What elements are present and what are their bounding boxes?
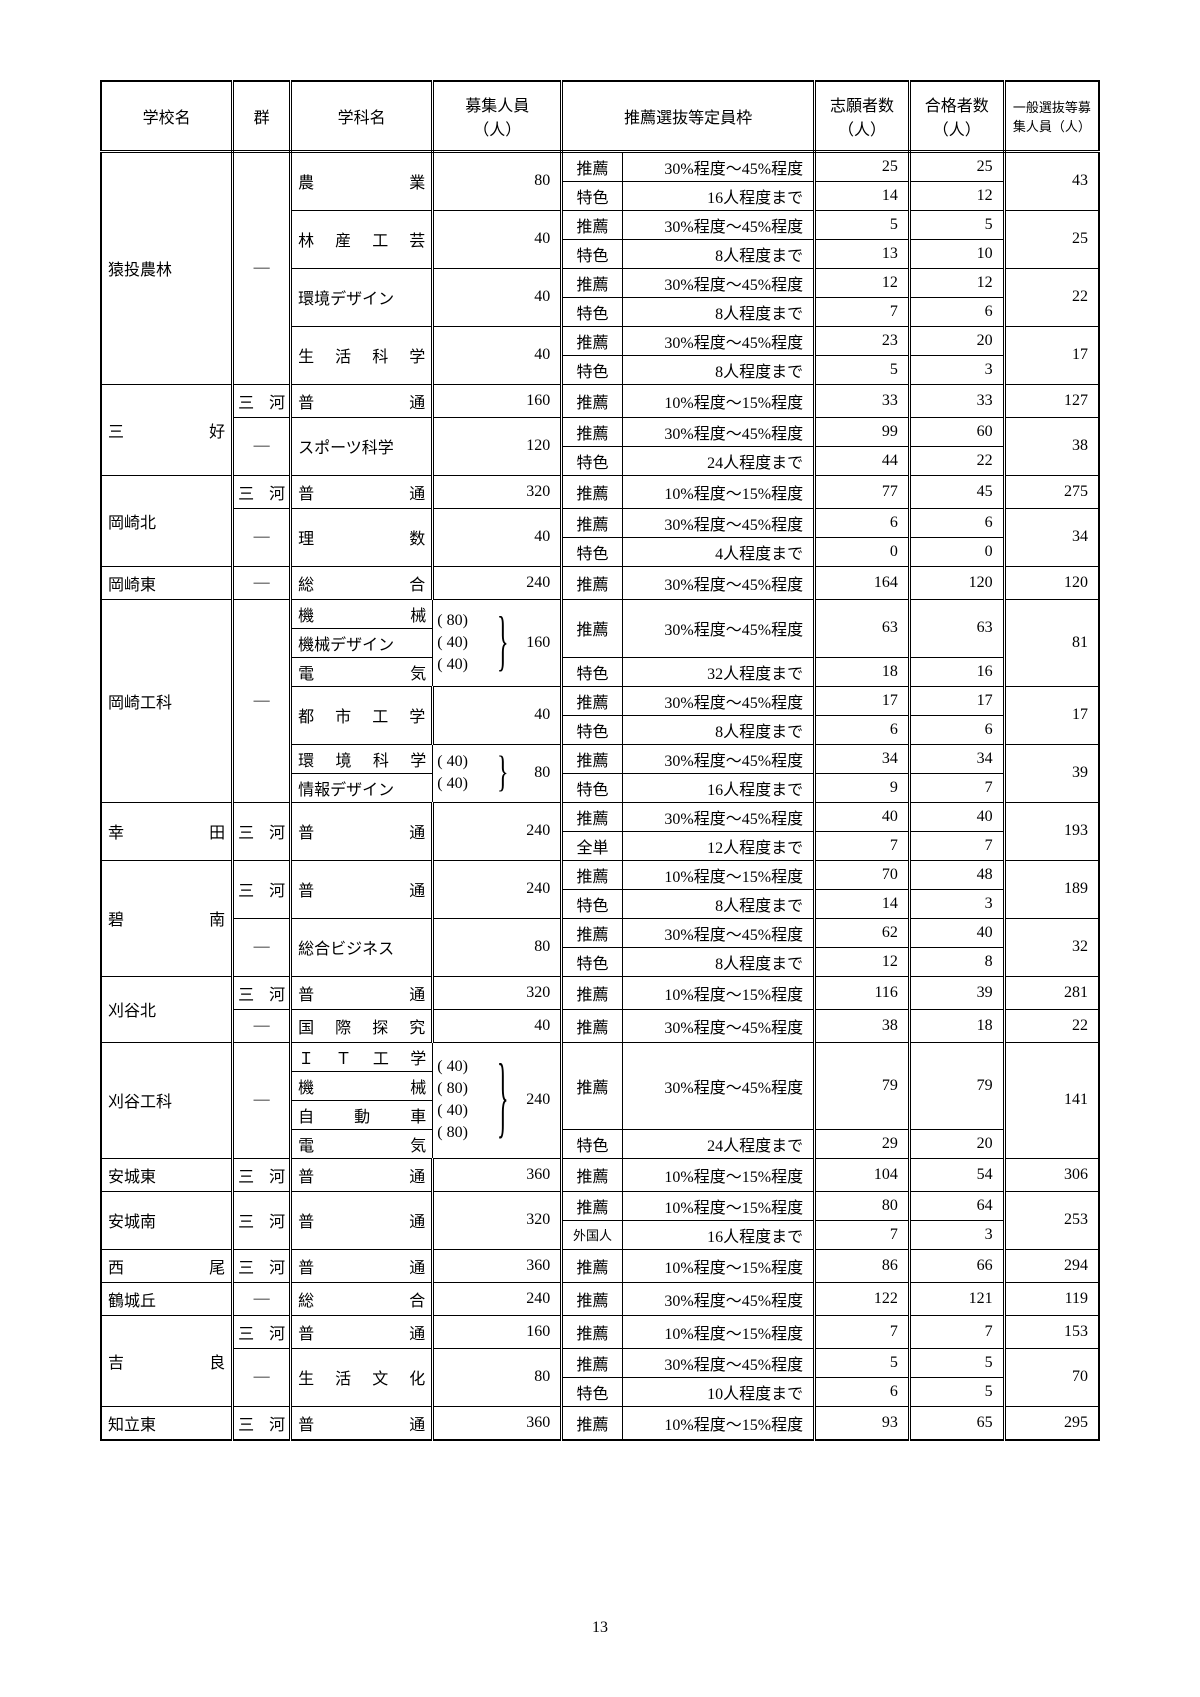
th-selection: 推薦選抜等定員枠 xyxy=(562,81,815,151)
page-number: 13 xyxy=(0,1619,1200,1637)
admission-table: 学校名 群 学科名 募集人員 （人） 推薦選抜等定員枠 志願者数 （人） 合格者… xyxy=(100,80,1100,1441)
sel-quota: 30%程度～45%程度 xyxy=(622,151,814,181)
school-cell: 猿投農林 xyxy=(101,151,233,384)
app-cell: 25 xyxy=(815,151,910,181)
th-applicants: 志願者数 （人） xyxy=(815,81,910,151)
cap-cell: 80 xyxy=(433,151,562,210)
gen-cell: 43 xyxy=(1004,151,1099,210)
th-school: 学校名 xyxy=(101,81,233,151)
th-capacity: 募集人員 （人） xyxy=(433,81,562,151)
th-passers: 合格者数 （人） xyxy=(909,81,1004,151)
th-general: 一般選抜等募集人員（人） xyxy=(1004,81,1099,151)
pass-cell: 25 xyxy=(909,151,1004,181)
dept-cell: 農 業 xyxy=(291,151,433,210)
sel-type: 推薦 xyxy=(562,151,623,181)
th-group: 群 xyxy=(233,81,291,151)
table-body: 猿投農林 — 農 業 80 推薦 30%程度～45%程度 25 25 43 特色… xyxy=(101,151,1099,1440)
th-dept: 学科名 xyxy=(291,81,433,151)
group-cell: — xyxy=(233,151,291,384)
